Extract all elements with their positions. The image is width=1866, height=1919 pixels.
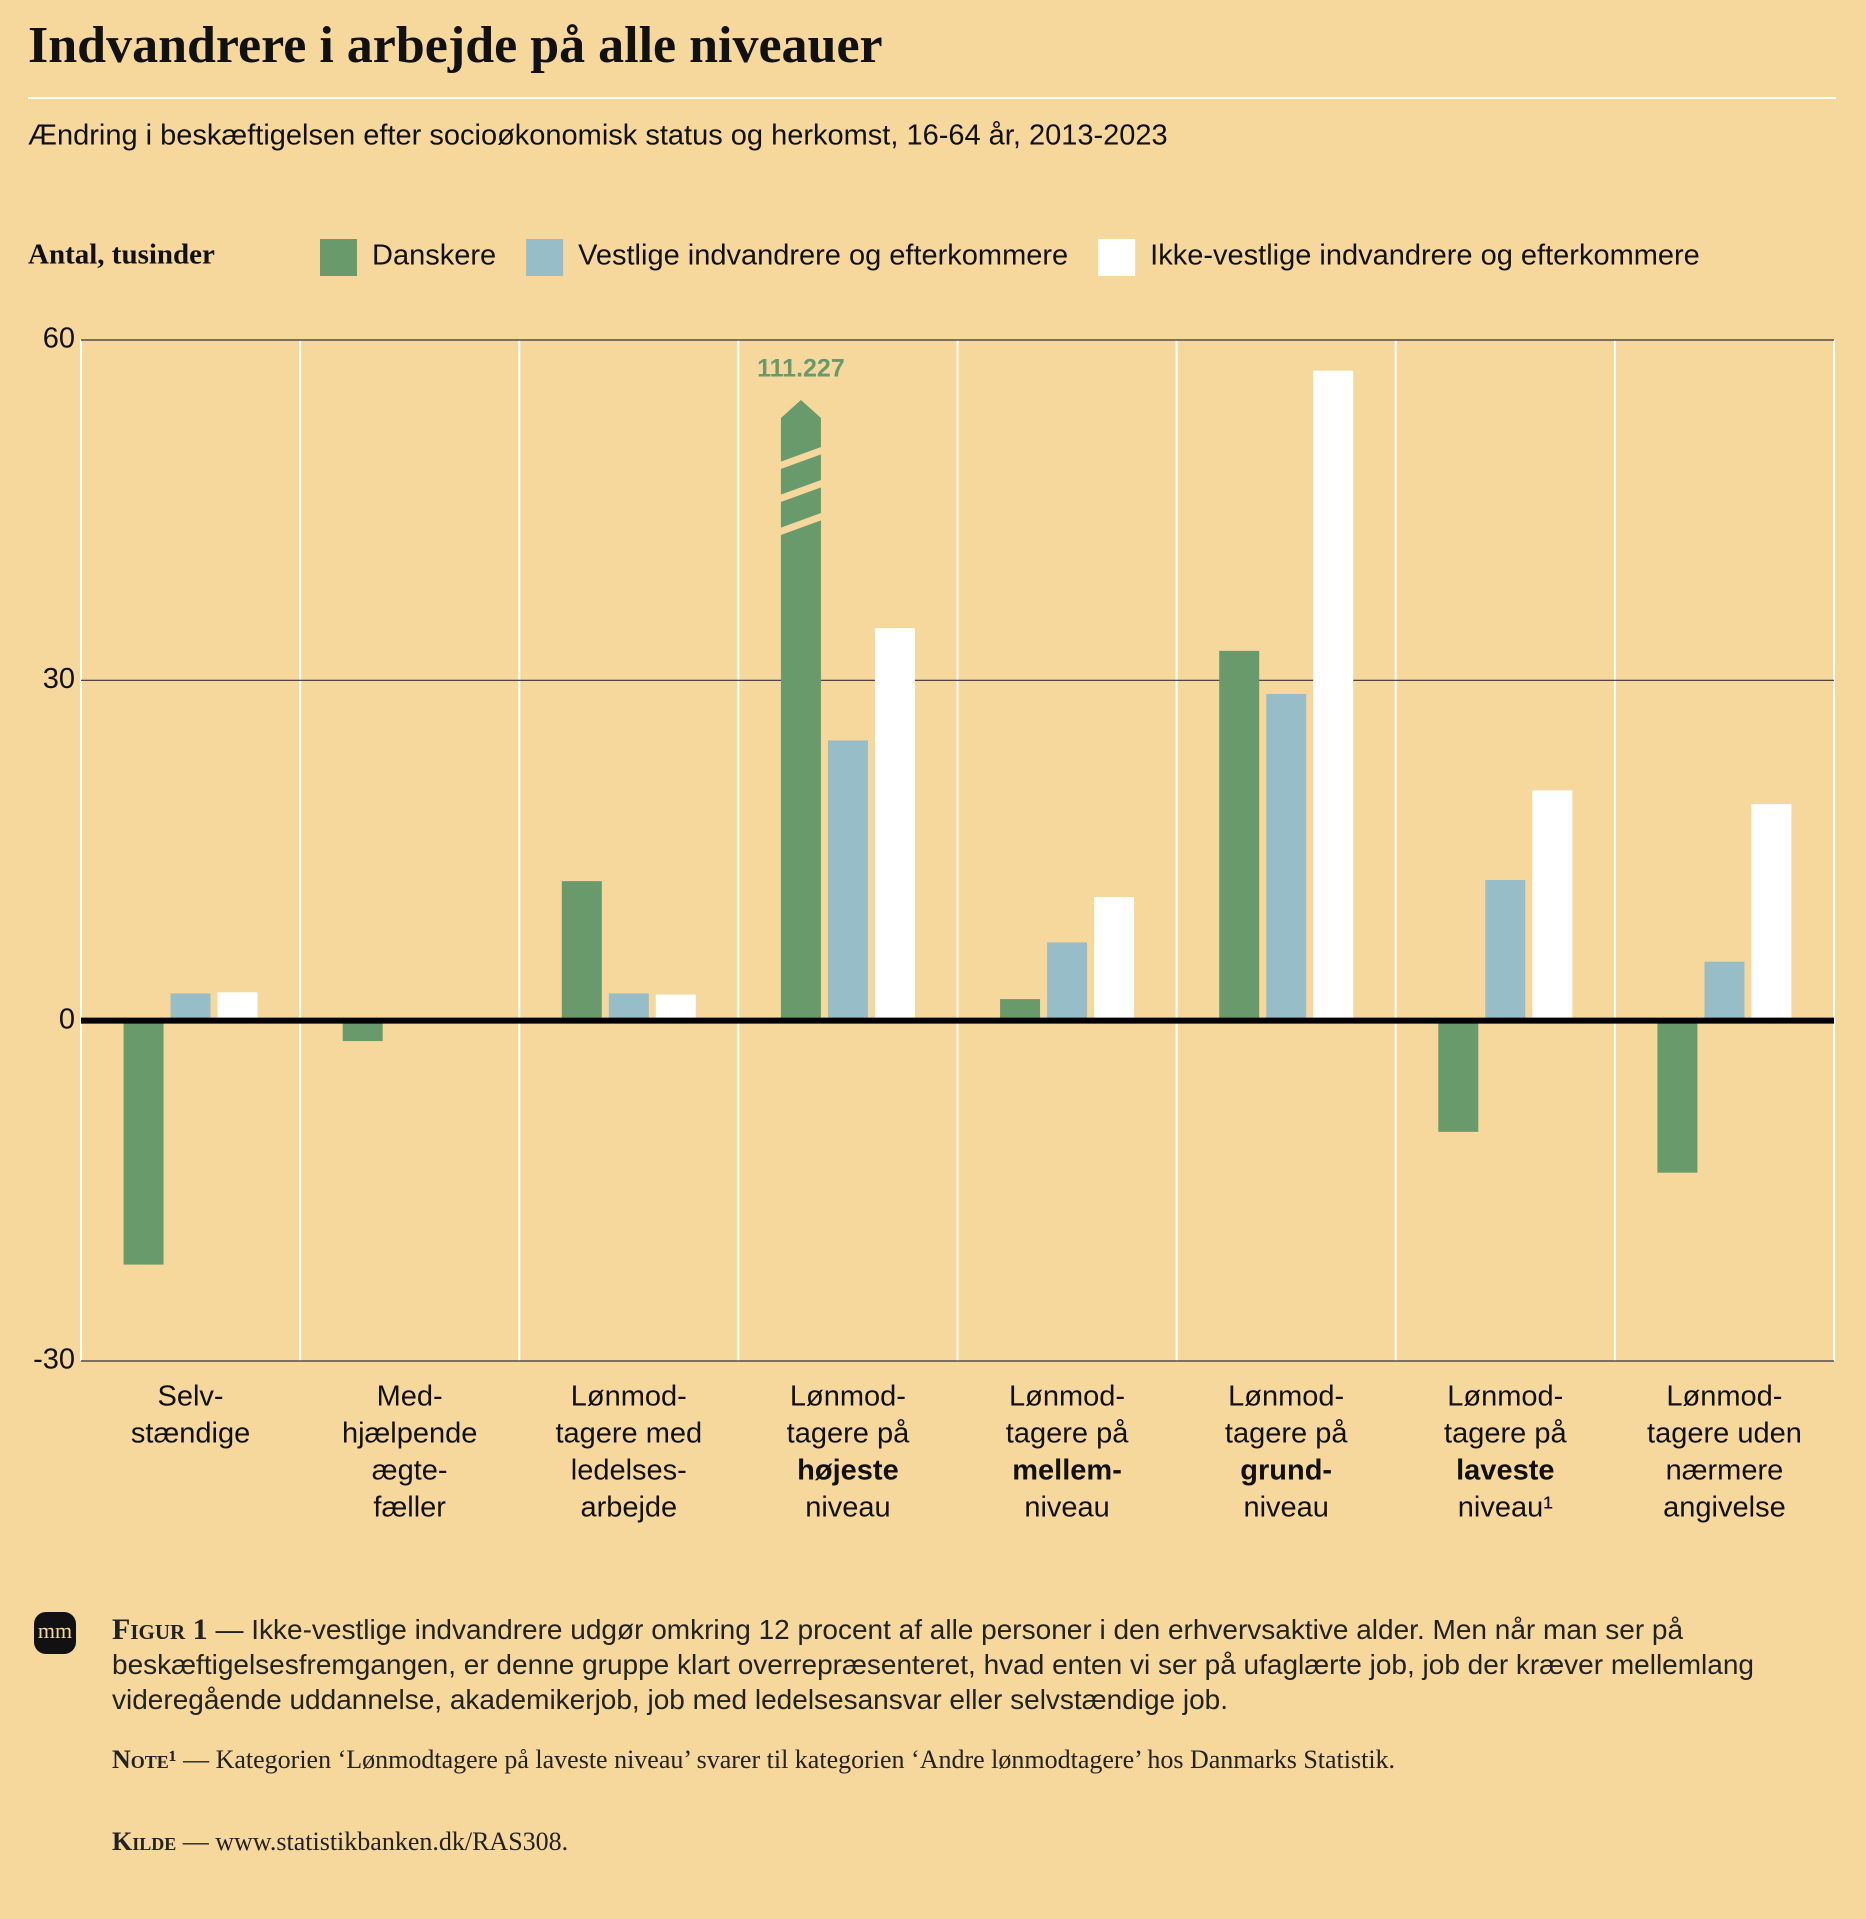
x-tick-label: niveau xyxy=(1024,1492,1109,1524)
x-tick-label: højeste xyxy=(797,1455,899,1487)
x-tick-label: tagere på xyxy=(787,1418,910,1450)
y-tick-label: 60 xyxy=(43,323,75,355)
bar xyxy=(123,1020,164,1265)
bar xyxy=(1266,693,1307,1021)
bar xyxy=(561,881,602,1021)
x-tick-label: Lønmod- xyxy=(1447,1381,1563,1413)
bar-break xyxy=(777,446,825,470)
x-tick-label: laveste xyxy=(1456,1455,1554,1487)
bar xyxy=(1532,790,1573,1021)
bar xyxy=(170,993,211,1021)
y-axis-label: Antal, tusinder xyxy=(28,239,215,271)
bar xyxy=(1000,999,1041,1021)
chart: Indvandrere i arbejde på alle niveauer Æ… xyxy=(28,17,1836,1524)
x-tick-label: tagere med xyxy=(555,1418,702,1450)
caption: Figur 1 — Ikke-vestlige indvandrere udgø… xyxy=(112,1612,1792,1717)
legend-swatch xyxy=(526,239,564,276)
source: Kilde — www.statistikbanken.dk/RAS308. xyxy=(112,1826,1792,1858)
bar xyxy=(1438,1020,1479,1132)
y-tick-label: 30 xyxy=(43,663,75,695)
chart-subtitle: Ændring i beskæftigelsen efter socioøkon… xyxy=(28,120,1168,152)
legend-label: Vestlige indvandrere og efterkommere xyxy=(578,240,1068,272)
x-tick-label: niveau¹ xyxy=(1458,1492,1553,1524)
chart-title: Indvandrere i arbejde på alle niveauer xyxy=(28,17,883,74)
bar xyxy=(827,740,868,1021)
bar xyxy=(1219,650,1260,1021)
bar xyxy=(1313,370,1354,1021)
x-tick-label: Med- xyxy=(377,1381,443,1413)
x-tick-label: hjælpende xyxy=(342,1418,477,1450)
source-label: Kilde xyxy=(112,1827,177,1856)
x-tick-label: grund- xyxy=(1240,1455,1332,1487)
x-tick-label: nærmere xyxy=(1666,1455,1784,1487)
note: Note¹ — Kategorien ‘Lønmodtagere på lave… xyxy=(112,1744,1792,1776)
x-tick-label: ægte- xyxy=(372,1455,448,1487)
bar xyxy=(874,628,915,1021)
x-tick-label: Lønmod- xyxy=(790,1381,906,1413)
x-tick-label: angivelse xyxy=(1663,1492,1786,1524)
x-tick-label: fæller xyxy=(373,1492,446,1524)
x-tick-label: Lønmod- xyxy=(1228,1381,1344,1413)
legend-label: Ikke-vestlige indvandrere og efterkommer… xyxy=(1150,240,1700,272)
x-tick-label: tagere på xyxy=(1444,1418,1567,1450)
x-tick-label: Lønmod- xyxy=(1009,1381,1125,1413)
bar xyxy=(608,993,649,1021)
x-tick-label: tagere på xyxy=(1006,1418,1129,1450)
logo: mm xyxy=(34,1612,76,1654)
bar xyxy=(217,992,258,1021)
note-text: — Kategorien ‘Lønmodtagere på laveste ni… xyxy=(183,1745,1396,1774)
x-tick-label: tagere uden xyxy=(1647,1418,1802,1450)
bar xyxy=(1704,961,1745,1021)
legend-label: Danskere xyxy=(372,240,496,272)
x-tick-label: niveau xyxy=(805,1492,890,1524)
y-tick-label: 0 xyxy=(59,1003,75,1035)
bar xyxy=(780,400,821,1021)
x-tick-label: Lønmod- xyxy=(1666,1381,1782,1413)
bar xyxy=(655,994,696,1021)
x-tick-label: arbejde xyxy=(580,1492,677,1524)
bar xyxy=(342,1020,383,1042)
x-tick-label: niveau xyxy=(1243,1492,1328,1524)
x-tick-label: mellem- xyxy=(1012,1455,1122,1487)
value-label: 111.227 xyxy=(757,355,845,383)
bar xyxy=(1047,942,1088,1021)
bar xyxy=(1751,803,1792,1021)
bar xyxy=(1657,1020,1698,1173)
x-tick-label: Lønmod- xyxy=(571,1381,687,1413)
legend-swatch xyxy=(1098,239,1136,276)
x-tick-label: Selv- xyxy=(158,1381,224,1413)
note-label: Note¹ xyxy=(112,1745,177,1774)
x-tick-label: stændige xyxy=(131,1418,250,1450)
x-tick-label: tagere på xyxy=(1225,1418,1348,1450)
x-tick-label: ledelses- xyxy=(571,1455,687,1487)
bar-break xyxy=(777,479,825,503)
bar-broken xyxy=(777,400,825,1021)
caption-text: — Ikke-vestlige indvandrere udgør omkrin… xyxy=(112,1614,1754,1715)
bar xyxy=(1485,879,1526,1021)
caption-label: Figur 1 xyxy=(112,1613,208,1646)
bar-break xyxy=(777,512,825,536)
bar xyxy=(1094,897,1135,1021)
legend-swatch xyxy=(320,239,357,276)
y-tick-label: -30 xyxy=(33,1344,75,1376)
source-text: — www.statistikbanken.dk/RAS308. xyxy=(182,1827,569,1856)
